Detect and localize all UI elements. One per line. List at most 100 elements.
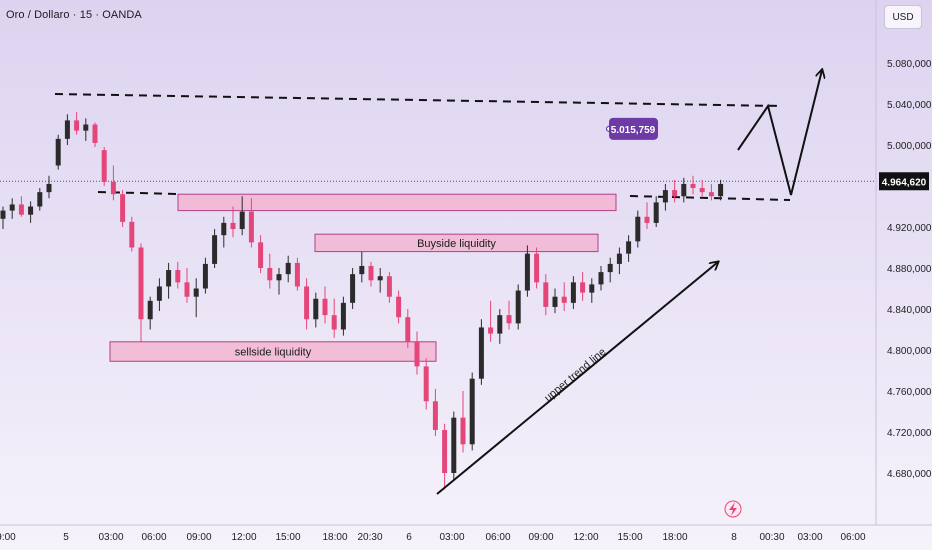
candle-body bbox=[294, 262, 300, 287]
candle-body bbox=[405, 317, 411, 342]
candle-body bbox=[524, 253, 530, 291]
price-tick-label: 5.000,000 bbox=[887, 141, 932, 152]
time-tick-label: 12:00 bbox=[231, 532, 256, 543]
liquidity-zones: Buyside liquidity sellside liquidity bbox=[109, 193, 617, 362]
time-tick-label: 6 bbox=[406, 532, 412, 543]
candle-body bbox=[18, 204, 24, 215]
lightning-glyph bbox=[729, 502, 737, 516]
candle-body bbox=[28, 206, 34, 215]
candle-body bbox=[64, 120, 70, 139]
time-tick-label: 18:00 bbox=[662, 532, 687, 543]
price-tick-label: 5.080,000 bbox=[887, 59, 932, 70]
time-tick-label: 15:00 bbox=[275, 532, 300, 543]
candle-body bbox=[276, 274, 282, 281]
candle-body bbox=[166, 270, 172, 287]
candle-body bbox=[460, 417, 466, 445]
candle-body bbox=[340, 302, 346, 330]
candle-body bbox=[607, 263, 613, 273]
time-tick-label: 03:00 bbox=[797, 532, 822, 543]
price-tick-label: 4.800,000 bbox=[887, 346, 932, 357]
candle-body bbox=[0, 210, 6, 219]
candle-body bbox=[83, 124, 89, 131]
currency-button[interactable]: USD bbox=[884, 5, 922, 29]
price-tick-label: 4.880,000 bbox=[887, 264, 932, 275]
candle-body bbox=[331, 315, 337, 330]
candle-body bbox=[322, 298, 328, 316]
candle-body bbox=[718, 183, 724, 197]
candle-body bbox=[644, 216, 650, 223]
candle-body bbox=[442, 429, 448, 473]
candle-body bbox=[156, 286, 162, 301]
candle-body bbox=[175, 270, 181, 283]
candle-body bbox=[635, 216, 641, 242]
candle-body bbox=[9, 204, 15, 211]
candle-body bbox=[432, 401, 438, 430]
candle-body bbox=[359, 265, 365, 275]
candle-body bbox=[147, 300, 153, 320]
time-tick-label: 06:00 bbox=[141, 532, 166, 543]
candle-body bbox=[626, 241, 632, 254]
dashed-range-low-line bbox=[629, 195, 791, 201]
candle-body bbox=[368, 265, 374, 281]
candle-body bbox=[193, 288, 199, 297]
candle-body bbox=[580, 282, 586, 293]
candle-body bbox=[662, 190, 668, 203]
candle-body bbox=[129, 221, 135, 248]
candle-body bbox=[55, 138, 61, 166]
candle-body bbox=[258, 242, 264, 268]
candle-body bbox=[377, 276, 383, 281]
price-tick-label: 4.720,000 bbox=[887, 428, 932, 439]
candle-body bbox=[423, 366, 429, 402]
sellside-liquidity-label: sellside liquidity bbox=[235, 347, 312, 359]
candlestick-series bbox=[0, 112, 724, 490]
candle-body bbox=[570, 282, 576, 303]
sellside-liquidity-zone bbox=[109, 341, 437, 362]
price-tick-label: 4.680,000 bbox=[887, 469, 932, 480]
candle-body bbox=[212, 235, 218, 264]
candle-body bbox=[478, 327, 484, 379]
time-tick-label: 15:00 bbox=[617, 532, 642, 543]
candle-body bbox=[92, 124, 98, 143]
candle-body bbox=[672, 190, 678, 197]
time-tick-label: 06:00 bbox=[485, 532, 510, 543]
time-tick-label: 5 bbox=[63, 532, 69, 543]
time-tick-label: 03:00 bbox=[98, 532, 123, 543]
chart-title: Oro / Dollaro · 15 · OANDA bbox=[6, 9, 142, 21]
current-price-label: 4.964,620 bbox=[882, 177, 927, 188]
candle-body bbox=[221, 222, 227, 236]
level-marker-label: 5.015,759 bbox=[611, 125, 656, 136]
candle-body bbox=[46, 183, 52, 193]
time-tick-label: 9:00 bbox=[0, 532, 16, 543]
candle-body bbox=[110, 181, 116, 195]
candle-body bbox=[202, 263, 208, 289]
level-marker-box bbox=[609, 117, 658, 140]
time-tick-label: 09:00 bbox=[186, 532, 211, 543]
time-tick-label: 00:30 bbox=[759, 532, 784, 543]
candle-body bbox=[285, 262, 291, 275]
candle-body bbox=[497, 315, 503, 334]
price-tick-label: 4.920,000 bbox=[887, 223, 932, 234]
buyside-liquidity-label: Buyside liquidity bbox=[417, 238, 496, 250]
current-price-tag bbox=[879, 172, 929, 191]
candle-body bbox=[488, 327, 494, 334]
candle-body bbox=[561, 296, 567, 303]
trend-arrow bbox=[436, 262, 718, 495]
candle-body bbox=[313, 298, 319, 320]
time-tick-label: 09:00 bbox=[528, 532, 553, 543]
candle-body bbox=[451, 417, 457, 473]
candle-body bbox=[543, 282, 549, 307]
top-supply-zone-zone bbox=[177, 193, 617, 212]
candle-body bbox=[120, 194, 126, 222]
time-tick-label: 03:00 bbox=[439, 532, 464, 543]
candle-body bbox=[37, 192, 43, 207]
time-tick-label: 12:00 bbox=[573, 532, 598, 543]
candle-body bbox=[506, 315, 512, 324]
candle-body bbox=[304, 286, 310, 320]
candle-body bbox=[598, 272, 604, 285]
candle-body bbox=[699, 188, 705, 193]
time-tick-label: 06:00 bbox=[840, 532, 865, 543]
candle-body bbox=[515, 290, 521, 324]
